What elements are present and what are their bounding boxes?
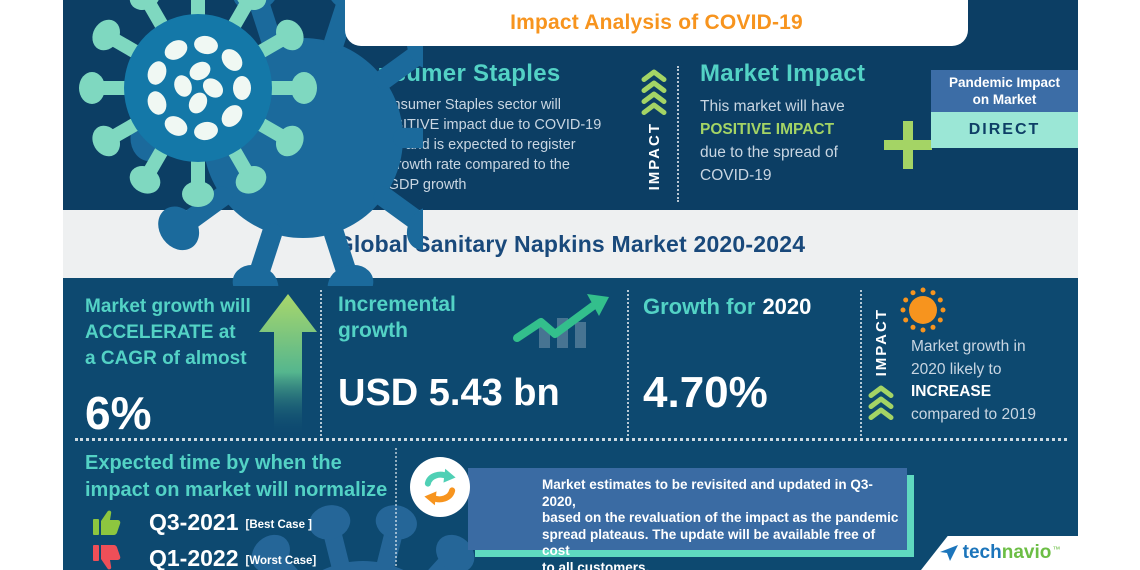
refresh-icon: [424, 468, 456, 506]
best-case-value: Q3-2021: [149, 508, 239, 535]
refresh-badge: [410, 457, 470, 517]
brand-strip: tech navio ™: [921, 536, 1078, 570]
divider-dotted: [677, 66, 679, 202]
chevron-up-icon: [641, 80, 667, 93]
normalize-heading: impact on market will normalize: [85, 479, 388, 501]
up-arrow-icon: [259, 294, 317, 436]
stat-outlook-text: compared to 2019: [911, 405, 1036, 423]
consumer-staples-section: Consumer Staples The Consumer Staples se…: [345, 60, 681, 195]
note-text: spread plateaus. The update will be avai…: [542, 526, 876, 559]
chevron-up-icon: [641, 69, 667, 82]
market-title-band: Global Sanitary Napkins Market 2020-2024: [63, 210, 1078, 278]
stat-growth-2020: Growth for 2020 4.70%: [643, 294, 811, 418]
chevron-up-icon: [868, 385, 894, 399]
technavio-logo-icon: [939, 545, 958, 561]
stat-outlook: Market growth in 2020 likely to INCREASE…: [911, 336, 1036, 426]
divider-dotted: [395, 448, 397, 566]
impact-indicator: IMPACT: [868, 308, 894, 421]
market-impact-highlight: POSITIVE IMPACT: [700, 121, 835, 138]
consumer-staples-text: The Consumer Staples sector will: [345, 97, 561, 113]
top-section: Impact Analysis of COVID-19 Consumer Sta…: [63, 0, 1078, 286]
header-banner: Impact Analysis of COVID-19: [345, 0, 968, 46]
best-case-row: Q3-2021 [Best Case ]: [91, 506, 312, 538]
chevron-up-icon: [641, 102, 667, 115]
infographic-sheet: Impact Analysis of COVID-19 Consumer Sta…: [63, 0, 1078, 570]
stat-growth-value: 4.70%: [643, 368, 768, 417]
technavio-logo: tech navio ™: [939, 542, 1060, 564]
chevron-up-icon: [868, 407, 894, 421]
divider-dotted: [860, 290, 862, 436]
stat-incremental-value: USD 5.43 bn: [338, 372, 560, 414]
impact-label: IMPACT: [645, 122, 663, 191]
worst-case-row: Q1-2022 [Worst Case]: [91, 542, 316, 570]
impact-label: IMPACT: [872, 308, 890, 377]
chevron-up-icon: [868, 396, 894, 410]
stat-outlook-highlight: INCREASE: [911, 383, 992, 400]
worst-case-label: [Worst Case]: [245, 555, 317, 567]
note-text: based on the revaluation of the impact a…: [542, 510, 899, 525]
virus-icon: [79, 0, 423, 286]
market-impact-text: COVID-19: [700, 167, 772, 184]
divider-dotted: [320, 290, 322, 436]
divider-dashed: [75, 438, 1067, 441]
pandemic-impact-box: Pandemic Impact on Market DIRECT: [931, 70, 1078, 148]
note-text: Market estimates to be revisited and upd…: [542, 477, 873, 509]
thumbs-up-icon: [93, 510, 121, 535]
market-impact-text: This market will have: [700, 98, 845, 115]
normalize-heading: Expected time by when the: [85, 452, 342, 474]
chevron-up-icon: [641, 91, 667, 104]
statistics-section: Market growth will ACCELERATE at a CAGR …: [63, 278, 1078, 570]
plus-icon: [884, 121, 932, 169]
virus-silhouette-icon: [248, 500, 482, 570]
pandemic-impact-title: Pandemic Impact on Market: [931, 70, 1078, 112]
note-text: to all customers.: [542, 559, 650, 570]
stat-cagr-label: ACCELERATE at: [85, 322, 236, 343]
divider-dotted: [627, 290, 629, 436]
stat-cagr-label: a CAGR of almost: [85, 348, 247, 369]
stat-growth-label: Growth for 2020: [643, 294, 812, 319]
best-case-label: [Best Case ]: [245, 519, 312, 531]
impact-indicator: IMPACT: [637, 69, 671, 191]
consumer-staples-text: a high growth rate compared to the: [345, 157, 570, 173]
normalize-section: Expected time by when the impact on mark…: [85, 450, 387, 504]
page-title: Impact Analysis of COVID-19: [510, 11, 803, 34]
thumbs-down-icon: [93, 545, 121, 570]
stat-cagr: Market growth will ACCELERATE at a CAGR …: [85, 294, 251, 440]
pandemic-impact-value: DIRECT: [931, 112, 1078, 148]
stat-outlook-text: 2020 likely to: [911, 360, 1002, 378]
market-impact-text: due to the spread of: [700, 144, 838, 161]
stat-incremental-label: Incremental: [338, 293, 456, 316]
sun-virus-icon: [900, 287, 946, 333]
stat-incremental-label: growth: [338, 319, 408, 342]
note-box: Market estimates to be revisited and upd…: [468, 468, 907, 570]
stat-outlook-text: Market growth in: [911, 338, 1026, 355]
market-impact-section: Market Impact This market will have POSI…: [700, 60, 915, 187]
stat-cagr-value: 6%: [85, 387, 152, 439]
stat-cagr-label: Market growth will: [85, 296, 251, 317]
market-impact-heading: Market Impact: [700, 60, 866, 87]
stat-incremental-growth: Incremental growth USD 5.43 bn: [338, 292, 560, 415]
worst-case-value: Q1-2022: [149, 544, 239, 570]
trend-arrow-icon: [513, 294, 609, 348]
